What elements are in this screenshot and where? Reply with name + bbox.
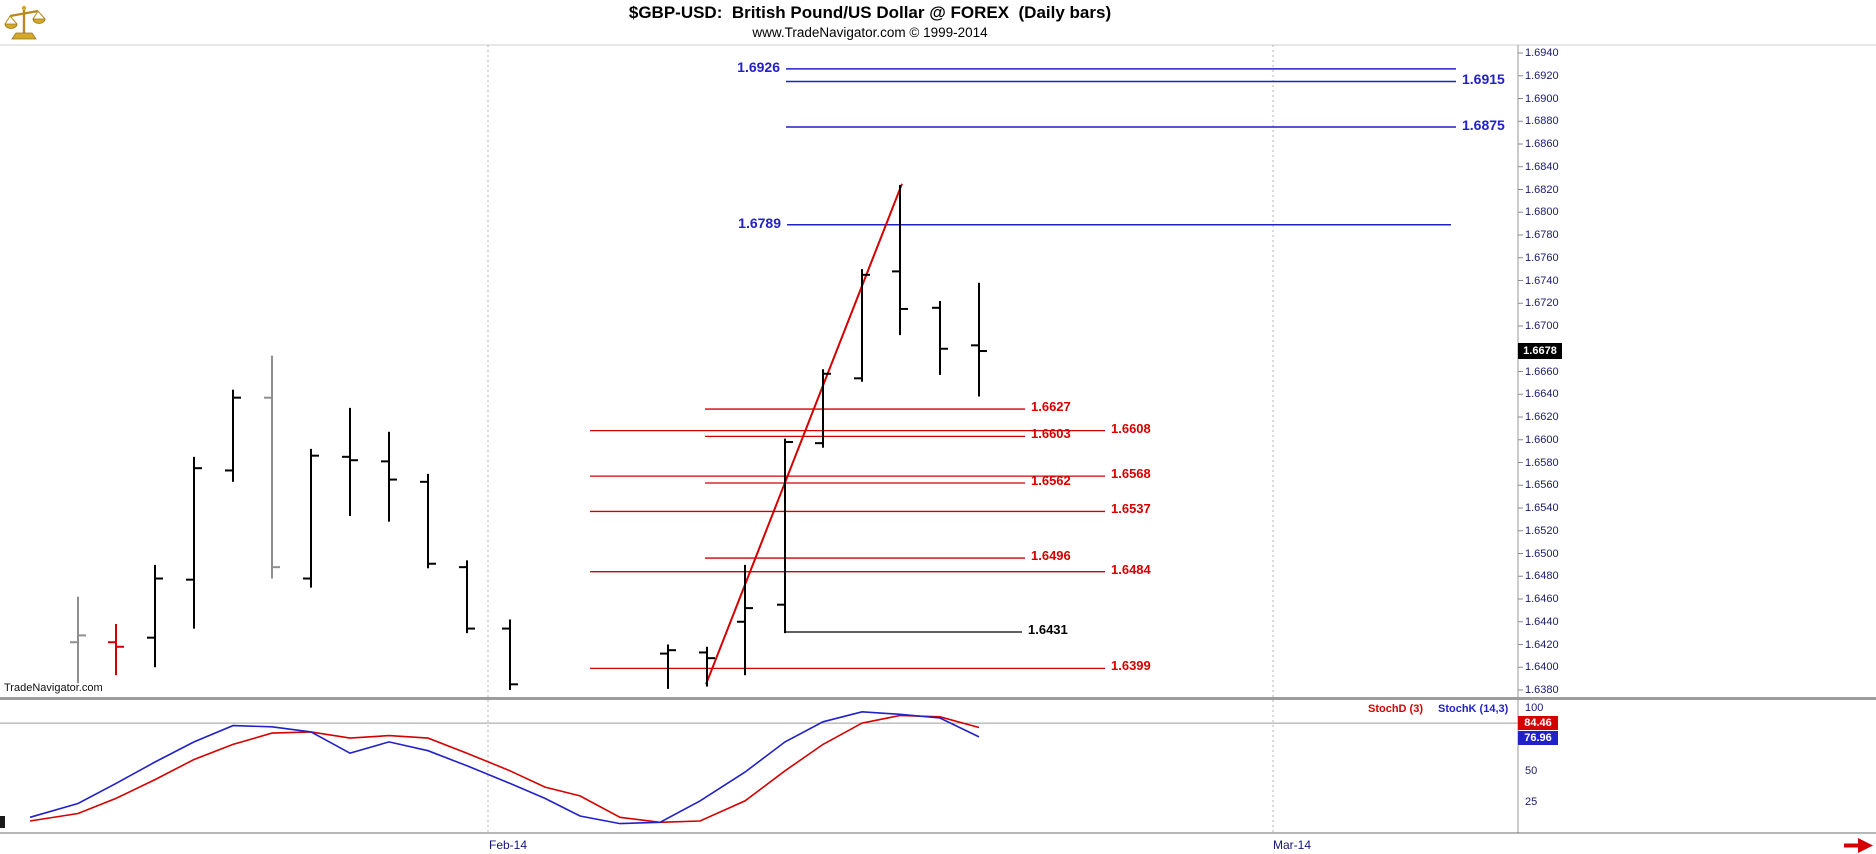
stoch-k-label: StochK (14,3)	[1438, 703, 1509, 715]
price-level-label: 1.6915	[1462, 71, 1505, 88]
price-level-label: 1.6926	[737, 58, 780, 75]
price-level-label: 1.6562	[1031, 472, 1071, 488]
price-axis-label: 1.6900	[1525, 92, 1559, 105]
price-axis-label: 1.6420	[1525, 638, 1559, 651]
stoch-line-d	[29, 714, 980, 824]
price-axis-label: 1.6440	[1525, 615, 1559, 628]
trend-line[interactable]	[705, 183, 903, 685]
price-level-label: 1.6431	[1028, 621, 1068, 637]
price-axis-label: 1.6660	[1525, 365, 1559, 378]
price-level-label: 1.6399	[1111, 658, 1151, 674]
price-axis-label: 1.6640	[1525, 388, 1559, 401]
price-axis-label: 1.6820	[1525, 183, 1559, 196]
price-axis-label: 1.6760	[1525, 251, 1559, 264]
price-level-label: 1.6484	[1111, 561, 1151, 577]
panel-divider	[0, 697, 1876, 700]
tradenavigator-logo-icon	[4, 5, 46, 40]
stoch-scale-label: 100	[1525, 702, 1544, 714]
chart-title: $GBP-USD: British Pound/US Dollar @ FORE…	[628, 3, 1112, 22]
stoch-scale-label: 25	[1525, 796, 1538, 809]
price-axis-label: 1.6400	[1525, 661, 1559, 674]
price-axis-label: 1.6800	[1525, 206, 1559, 219]
price-axis-label: 1.6540	[1525, 502, 1559, 514]
stoch-d-label: StochD (3)	[1368, 703, 1423, 715]
price-axis-label: 1.6520	[1525, 524, 1559, 537]
stoch-scale-label: 50	[1525, 764, 1538, 777]
price-axis-label: 1.6700	[1525, 320, 1559, 332]
price-axis-label: 1.6740	[1525, 274, 1559, 287]
price-axis-label: 1.6940	[1525, 47, 1559, 59]
price-axis-label: 1.6560	[1525, 479, 1559, 492]
price-axis-label: 1.6840	[1525, 160, 1559, 173]
watermark: TradeNavigator.com	[4, 682, 103, 694]
price-axis-label: 1.6620	[1525, 411, 1559, 423]
price-axis-label: 1.6480	[1525, 570, 1559, 583]
price-axis-label: 1.6600	[1525, 433, 1559, 446]
time-axis-label: Mar-14	[1272, 838, 1311, 852]
time-axis-label: Feb-14	[488, 838, 528, 852]
chart-subtitle: www.TradeNavigator.com © 1999-2014	[752, 25, 988, 40]
stoch-line-k	[29, 710, 980, 825]
price-axis-label: 1.6720	[1525, 297, 1559, 310]
price-level-label: 1.6608	[1111, 420, 1151, 436]
price-level-label: 1.6627	[1031, 399, 1071, 415]
price-level-label: 1.6568	[1111, 466, 1151, 482]
price-level-label: 1.6603	[1031, 426, 1071, 442]
price-axis-label: 1.6880	[1525, 115, 1559, 128]
price-level-label: 1.6789	[738, 214, 781, 231]
price-level-label: 1.6496	[1031, 548, 1071, 564]
scroll-right-button[interactable]	[1844, 838, 1873, 853]
price-axis-label: 1.6920	[1525, 69, 1559, 82]
price-level-label: 1.6875	[1462, 116, 1505, 133]
stoch-k-value-badge: 76.96	[1518, 731, 1558, 745]
price-axis-label: 1.6780	[1525, 229, 1559, 241]
price-axis-label: 1.6500	[1525, 547, 1559, 560]
current-price-badge: 1.6678	[1518, 343, 1562, 360]
price-level-label: 1.6537	[1111, 501, 1151, 517]
stoch-left-marker	[0, 816, 5, 828]
price-axis-label: 1.6380	[1525, 684, 1559, 696]
price-axis-label: 1.6860	[1525, 138, 1559, 150]
price-axis-label: 1.6460	[1525, 593, 1559, 605]
stoch-d-value-badge: 84.46	[1518, 716, 1558, 730]
price-axis-label: 1.6580	[1525, 456, 1559, 469]
